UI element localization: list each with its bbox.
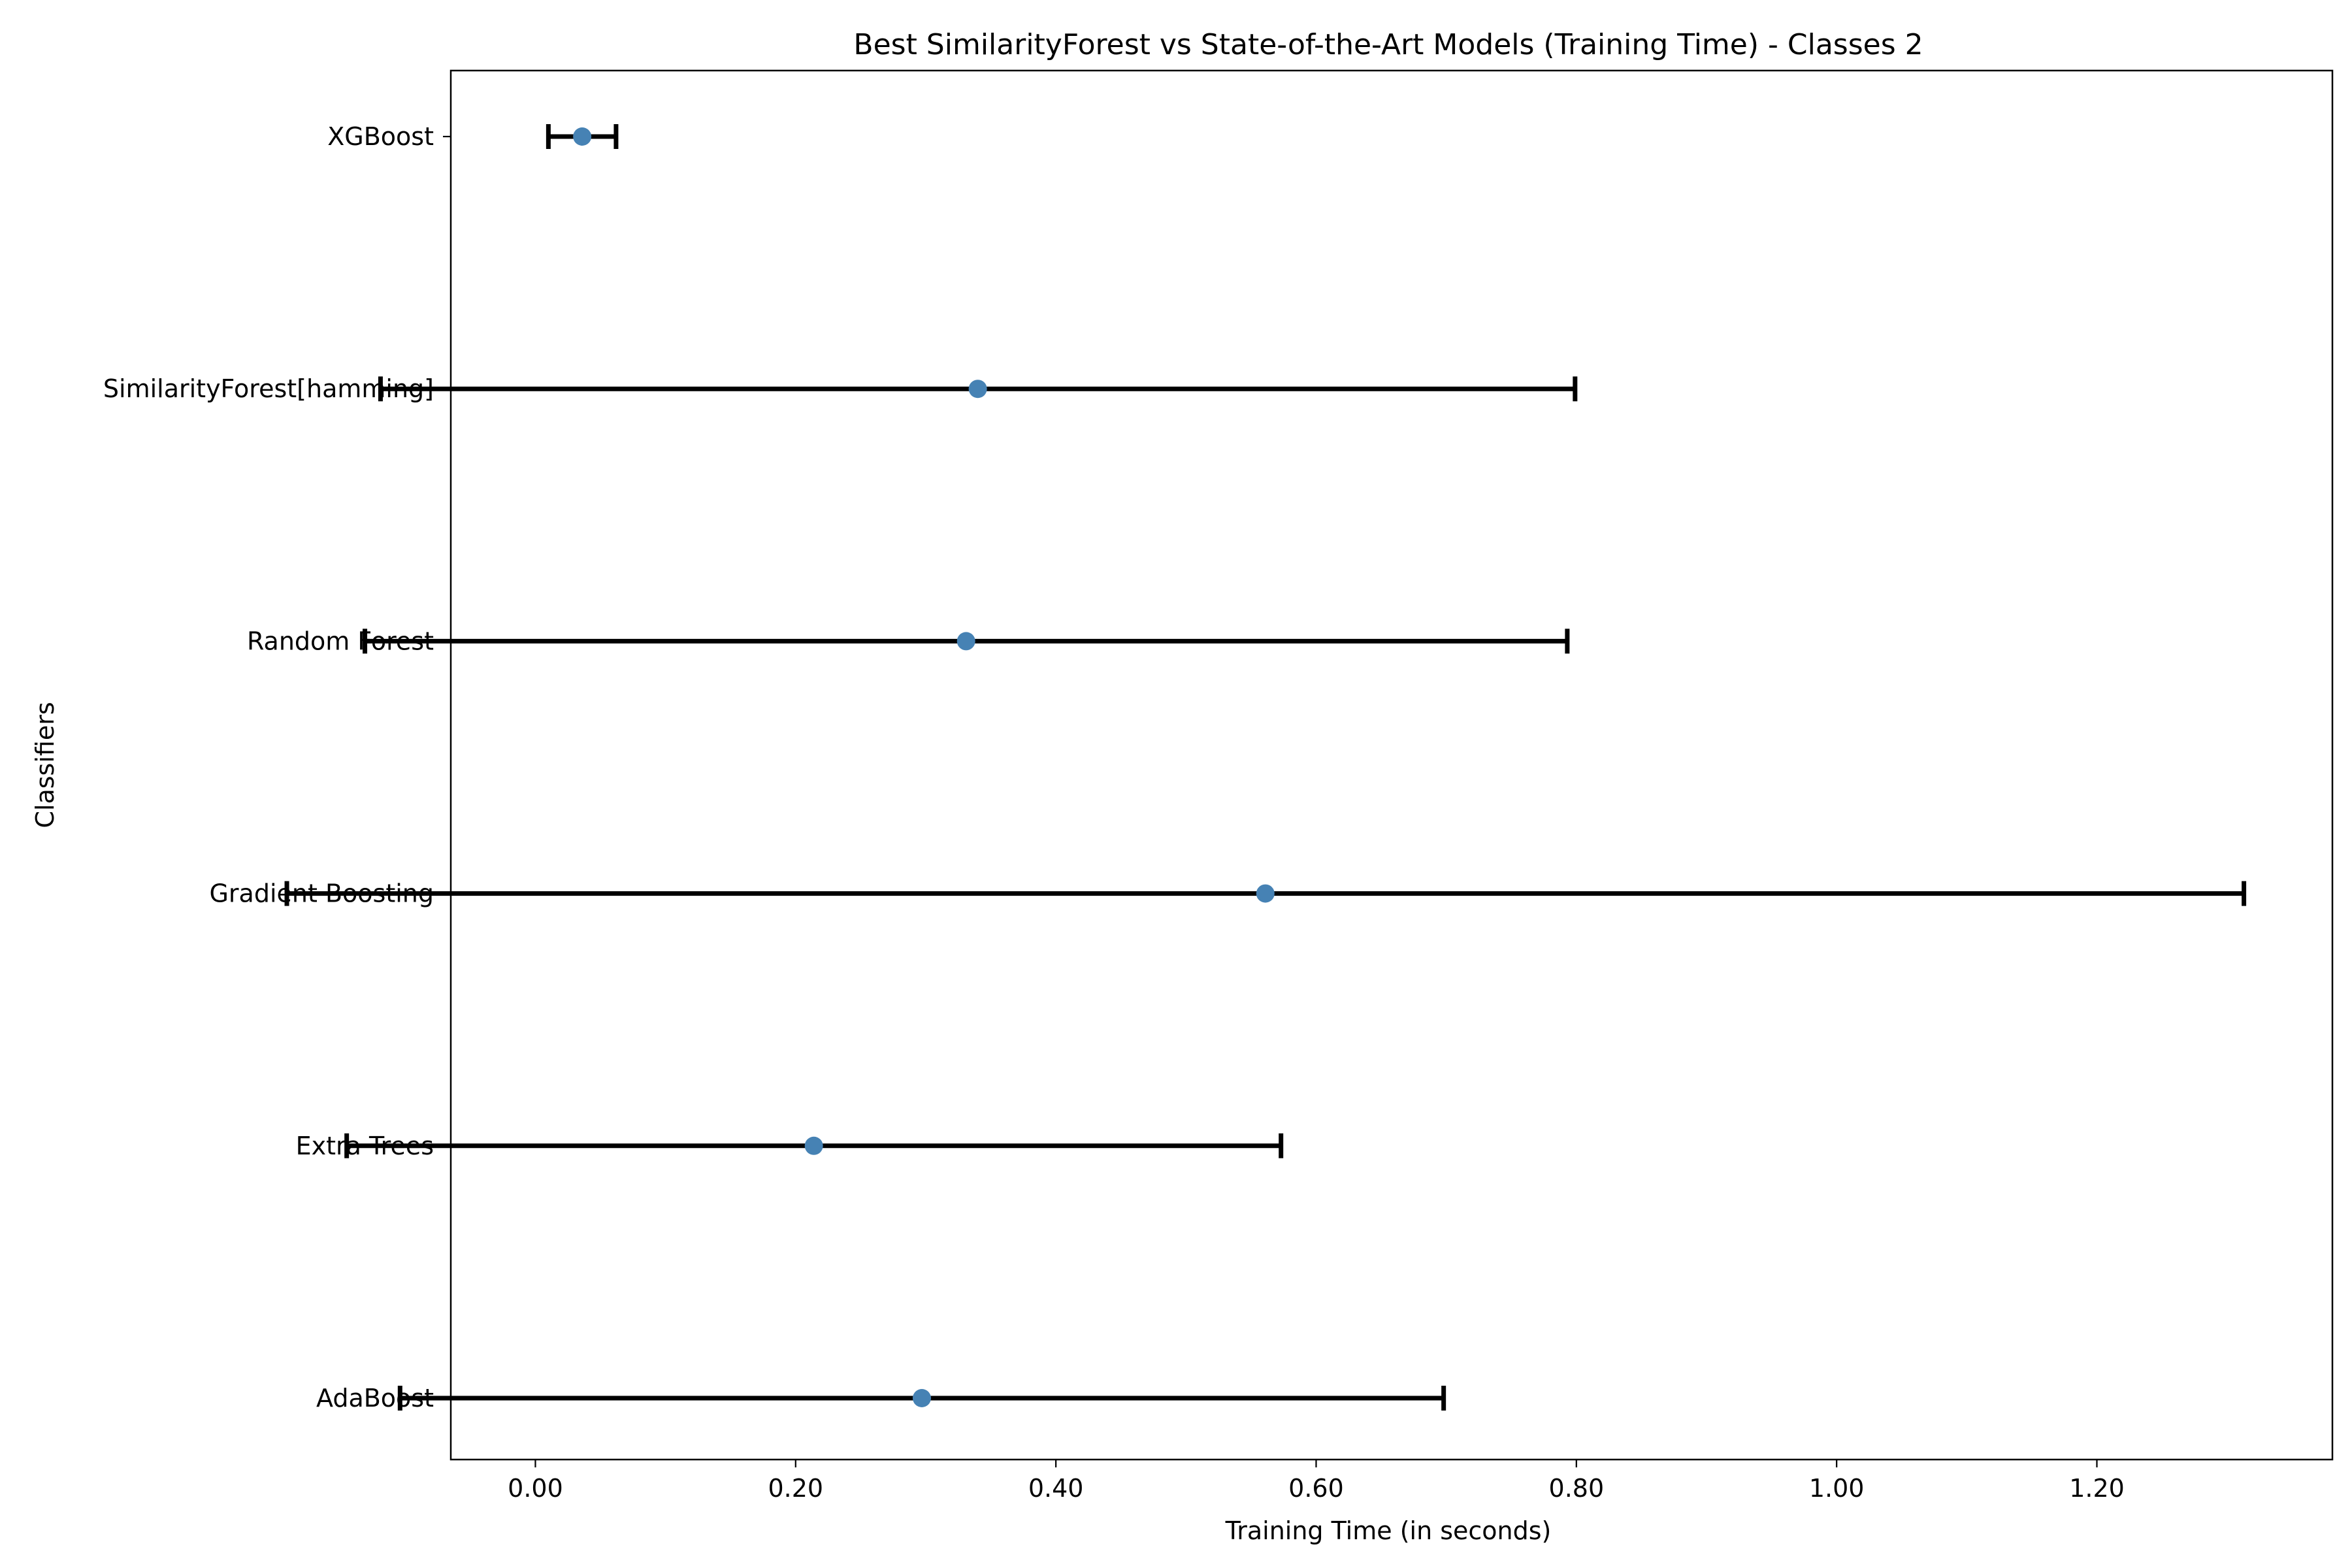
x-tick-label: 1.20 bbox=[2069, 1474, 2125, 1503]
x-tick-label: 0.60 bbox=[1288, 1474, 1344, 1503]
x-axis-label: Training Time (in seconds) bbox=[1225, 1516, 1552, 1545]
chart-title: Best SimilarityForest vs State-of-the-Ar… bbox=[853, 28, 1923, 61]
x-tick-label: 0.00 bbox=[508, 1474, 563, 1503]
data-point bbox=[968, 380, 987, 399]
data-point bbox=[804, 1136, 823, 1155]
y-axis-label: Classifiers bbox=[31, 702, 59, 828]
x-tick-label: 0.40 bbox=[1028, 1474, 1084, 1503]
plot-marks bbox=[284, 124, 2247, 1411]
data-point bbox=[1256, 884, 1275, 903]
x-axis: 0.00 0.20 0.40 0.60 0.80 1.00 1.20 bbox=[508, 1460, 2125, 1503]
x-tick-label: 0.80 bbox=[1549, 1474, 1605, 1503]
x-tick-label: 1.00 bbox=[1809, 1474, 1865, 1503]
data-point bbox=[956, 632, 975, 651]
y-tick-label: XGBoost bbox=[327, 122, 434, 151]
data-point bbox=[573, 127, 592, 146]
x-tick-label: 0.20 bbox=[768, 1474, 823, 1503]
plot-frame bbox=[449, 69, 2334, 1461]
data-point bbox=[912, 1389, 931, 1407]
